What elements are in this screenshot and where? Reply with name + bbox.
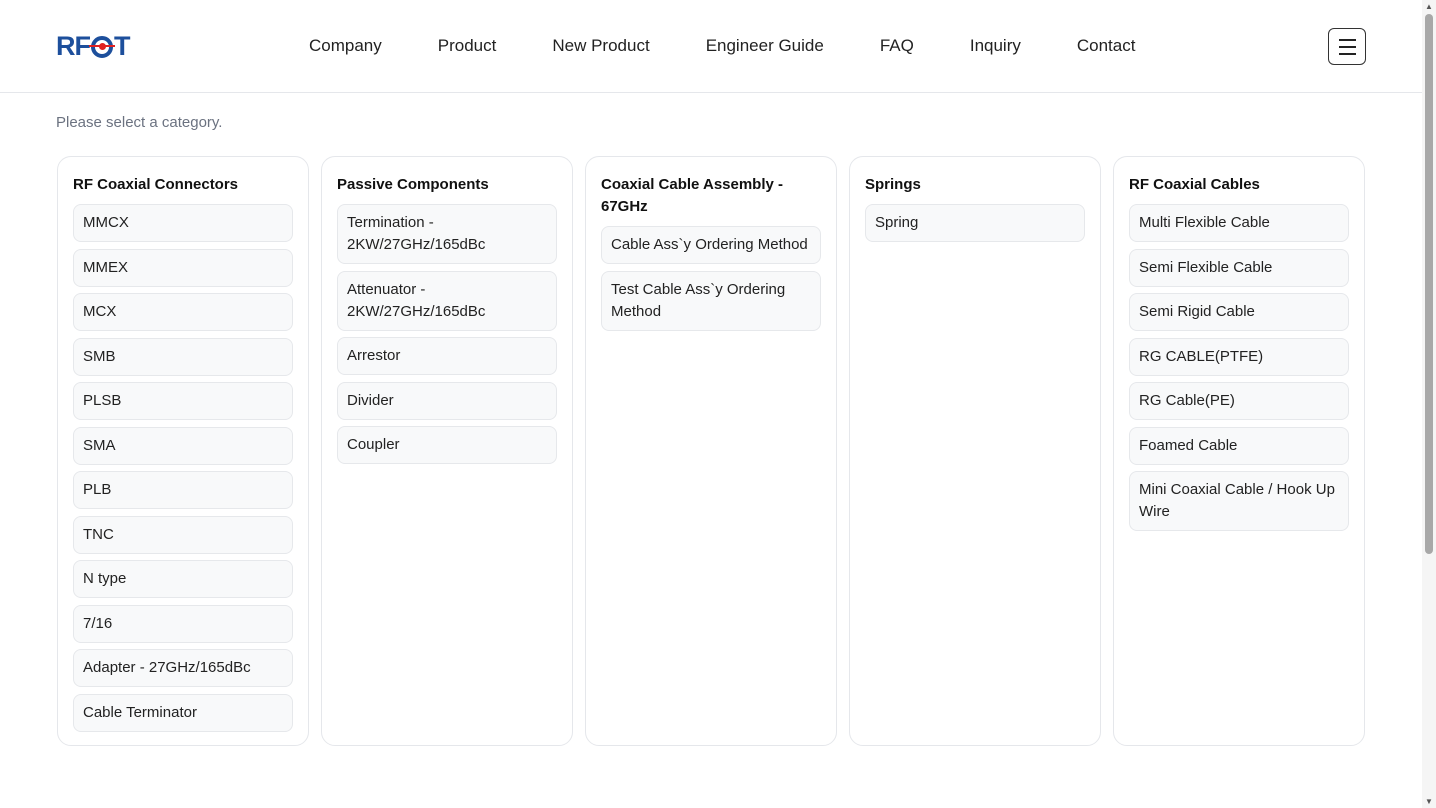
category-item[interactable]: Attenuator - 2KW/27GHz/165dBc	[337, 270, 557, 331]
category-item[interactable]: Cable Ass`y Ordering Method	[601, 226, 821, 264]
scroll-down-icon[interactable]: ▼	[1425, 797, 1433, 806]
scroll-up-icon[interactable]: ▲	[1425, 2, 1433, 11]
logo[interactable]: RF T	[56, 31, 130, 61]
scrollbar[interactable]: ▲ ▼	[1422, 0, 1436, 808]
category-item[interactable]: Semi Rigid Cable	[1129, 293, 1349, 331]
category-item[interactable]: Termination - 2KW/27GHz/165dBc	[337, 204, 557, 264]
nav-inquiry[interactable]: Inquiry	[969, 36, 1021, 55]
category-title: RF Coaxial Cables	[1129, 176, 1260, 193]
category-item[interactable]: PLSB	[73, 382, 293, 420]
header: RF T Company Product New Product Engineer Gu…	[0, 0, 1422, 93]
category-item[interactable]: RG CABLE(PTFE)	[1129, 337, 1349, 376]
nav-contact[interactable]: Contact	[1076, 36, 1136, 55]
logo-mark-icon	[89, 35, 115, 58]
category-columns: RF Coaxial Connectors MMCX MMEX MCX SMB PLSB S…	[57, 156, 1365, 746]
category-item[interactable]: N type	[73, 560, 293, 598]
category-item[interactable]: PLB	[73, 471, 293, 509]
category-item[interactable]: Arrestor	[337, 337, 557, 375]
category-card: Passive Components Termination - 2KW/27GH…	[321, 156, 573, 746]
category-item[interactable]: 7/16	[73, 604, 293, 643]
category-item[interactable]: Mini Coaxial Cable / Hook Up Wire	[1129, 471, 1349, 531]
category-item[interactable]: Coupler	[337, 426, 557, 464]
category-title: RF Coaxial Connectors	[73, 176, 239, 193]
category-item[interactable]: Adapter - 27GHz/165dBc	[73, 649, 293, 687]
nav-new-product[interactable]: New Product	[552, 36, 650, 55]
category-item[interactable]: Cable Terminator	[73, 693, 293, 732]
nav-engineer-guide[interactable]: Engineer Guide	[705, 36, 824, 55]
category-item[interactable]: SMA	[73, 426, 293, 465]
category-card: Coaxial Cable Assembly - 67GHz Cable Ass`…	[585, 156, 837, 746]
category-title: Coaxial Cable Assembly - 67GHz	[601, 176, 784, 215]
category-title: Springs	[865, 176, 921, 193]
category-item[interactable]: MCX	[73, 293, 293, 331]
category-card: Springs Spring	[849, 156, 1101, 746]
category-title: Passive Components	[337, 176, 489, 193]
category-item[interactable]: RG Cable(PE)	[1129, 382, 1349, 420]
category-item[interactable]: Multi Flexible Cable	[1129, 204, 1349, 242]
category-item[interactable]: Test Cable Ass`y Ordering Method	[601, 270, 821, 331]
category-card: RF Coaxial Cables Multi Flexible Cable Sem…	[1113, 156, 1365, 746]
nav-company[interactable]: Company	[309, 36, 382, 55]
hamburger-icon	[1338, 38, 1356, 41]
nav-product[interactable]: Product	[437, 36, 497, 55]
category-card: RF Coaxial Connectors MMCX MMEX MCX SMB PLSB S…	[57, 156, 309, 746]
nav-faq[interactable]: FAQ	[879, 36, 914, 55]
category-item[interactable]: Semi Flexible Cable	[1129, 248, 1349, 287]
category-item[interactable]: Spring	[865, 204, 1085, 242]
scrollbar-thumb[interactable]	[1425, 14, 1433, 554]
menu-button[interactable]	[1328, 28, 1366, 65]
category-hint: Please select a category.	[56, 114, 223, 131]
category-item[interactable]: MMCX	[73, 204, 293, 242]
category-item[interactable]: Divider	[337, 381, 557, 420]
main-nav: Company Product New Product Engineer Guide F…	[309, 36, 1135, 56]
category-item[interactable]: SMB	[73, 337, 293, 376]
category-item[interactable]: MMEX	[73, 248, 293, 287]
category-item[interactable]: Foamed Cable	[1129, 426, 1349, 465]
category-item[interactable]: TNC	[73, 515, 293, 554]
